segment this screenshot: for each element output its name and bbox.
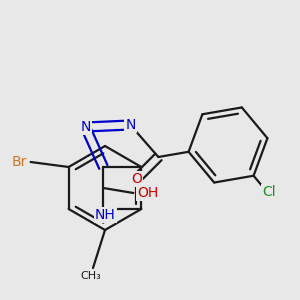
- Text: O: O: [131, 172, 142, 186]
- Text: CH₃: CH₃: [81, 271, 101, 281]
- Text: Cl: Cl: [262, 185, 276, 199]
- Text: Br: Br: [11, 155, 27, 169]
- Text: N: N: [80, 120, 91, 134]
- Text: NH: NH: [95, 208, 116, 222]
- Text: OH: OH: [137, 186, 159, 200]
- Text: N: N: [125, 118, 136, 132]
